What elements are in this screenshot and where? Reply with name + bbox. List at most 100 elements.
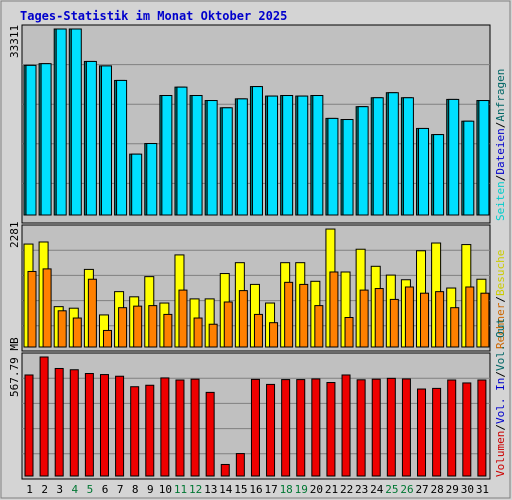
bar-rechner [163, 313, 173, 348]
bar-seiten [176, 86, 188, 216]
x-tick-label: 12 [189, 483, 202, 496]
bar-volumen [235, 453, 245, 477]
x-tick-label: 3 [56, 483, 63, 496]
legend-anfragen: Anfragen [494, 69, 507, 122]
bar-volumen [281, 379, 291, 477]
bar-seiten [40, 63, 52, 216]
x-tick-label: 7 [117, 483, 124, 496]
bar-seiten [478, 100, 490, 216]
bar-volumen [69, 369, 79, 477]
bar-volumen [326, 382, 336, 477]
bar-rechner [148, 305, 158, 348]
bar-rechner [72, 317, 82, 348]
bar-rechner [208, 323, 218, 348]
x-tick-label: 15 [234, 483, 247, 496]
x-tick-label: 24 [370, 483, 384, 496]
bar-volumen [341, 374, 351, 477]
x-tick-label: 26 [400, 483, 413, 496]
bar-seiten [372, 97, 384, 216]
bar-rechner [133, 305, 143, 348]
legend-separator: / [494, 424, 507, 431]
x-tick-label: 11 [174, 483, 187, 496]
x-tick-label: 30 [461, 483, 474, 496]
legend-separator: / [494, 122, 507, 129]
bar-volumen [462, 382, 472, 477]
bar-volumen [205, 391, 215, 477]
bar-seiten [191, 95, 203, 216]
bar-seiten [463, 120, 475, 216]
bar-seiten [312, 95, 324, 216]
legend-dateien: Dateien [494, 128, 507, 174]
x-tick-label: 4 [72, 483, 79, 496]
bar-rechner [27, 270, 37, 348]
bar-seiten [236, 98, 248, 216]
legend-separator: / [494, 371, 507, 378]
max-label-volume: 567.79 MB [8, 337, 21, 397]
bar-rechner [87, 278, 97, 348]
x-tick-label: 28 [431, 483, 444, 496]
panel-visits [21, 224, 491, 352]
bar-rechner [102, 329, 112, 348]
bar-rechner [329, 271, 339, 348]
bar-volumen [311, 378, 321, 477]
bar-seiten [55, 28, 67, 216]
bar-seiten [282, 95, 294, 216]
legend-separator: / [494, 175, 507, 182]
bar-volumen [99, 374, 109, 477]
x-tick-label: 20 [310, 483, 323, 496]
legend-visits: Besuche / Rechner [494, 250, 507, 349]
bar-rechner [253, 313, 263, 348]
bar-rechner [284, 281, 294, 348]
bar-seiten [342, 119, 354, 216]
bar-volumen [145, 384, 155, 477]
bar-rechner [374, 288, 384, 348]
bar-rechner [435, 291, 445, 348]
legend-seiten: Seiten [494, 181, 507, 221]
legend-volumen: Volumen [494, 431, 507, 477]
bar-rechner [450, 307, 460, 348]
x-tick-label: 8 [132, 483, 139, 496]
bar-rechner [299, 283, 309, 348]
legend-vol-in: Vol. In [494, 378, 507, 424]
bar-rechner [193, 317, 203, 348]
x-tick-label: 22 [340, 483, 353, 496]
x-tick-label: 31 [476, 483, 489, 496]
bar-volumen [447, 379, 457, 477]
bar-seiten [251, 86, 263, 216]
bar-volumen [190, 378, 200, 477]
bar-volumen [84, 373, 94, 477]
legend-volume: Volumen / Vol. In / Vol. Out [494, 318, 507, 477]
bar-rechner [359, 289, 369, 348]
bar-volumen [115, 375, 125, 477]
bar-rechner [314, 305, 324, 348]
max-label-visits: 2281 [8, 222, 21, 249]
x-tick-label: 21 [325, 483, 338, 496]
legend-besuche: Besuche [494, 250, 507, 296]
bar-rechner [344, 317, 354, 348]
chart-title: Tages-Statistik im Monat Oktober 2025 [20, 9, 287, 23]
legend-separator: / [494, 296, 507, 303]
x-tick-label: 27 [415, 483, 428, 496]
bar-volumen [24, 374, 34, 477]
x-tick-label: 18 [280, 483, 293, 496]
bar-volumen [220, 463, 230, 477]
bar-seiten [357, 106, 369, 216]
bar-volumen [296, 379, 306, 477]
bar-volumen [356, 379, 366, 477]
bar-seiten [387, 92, 399, 216]
bar-volumen [130, 386, 140, 477]
bar-volumen [432, 387, 442, 477]
bar-volumen [250, 378, 260, 477]
bar-seiten [100, 65, 112, 216]
bar-seiten [418, 127, 430, 216]
bar-volumen [160, 377, 170, 477]
bar-seiten [146, 143, 158, 216]
bar-rechner [480, 292, 490, 348]
bar-rechner [420, 292, 430, 348]
x-tick-label: 14 [219, 483, 233, 496]
bar-volumen [477, 379, 487, 477]
bar-rechner [238, 290, 248, 348]
bar-rechner [118, 307, 128, 348]
